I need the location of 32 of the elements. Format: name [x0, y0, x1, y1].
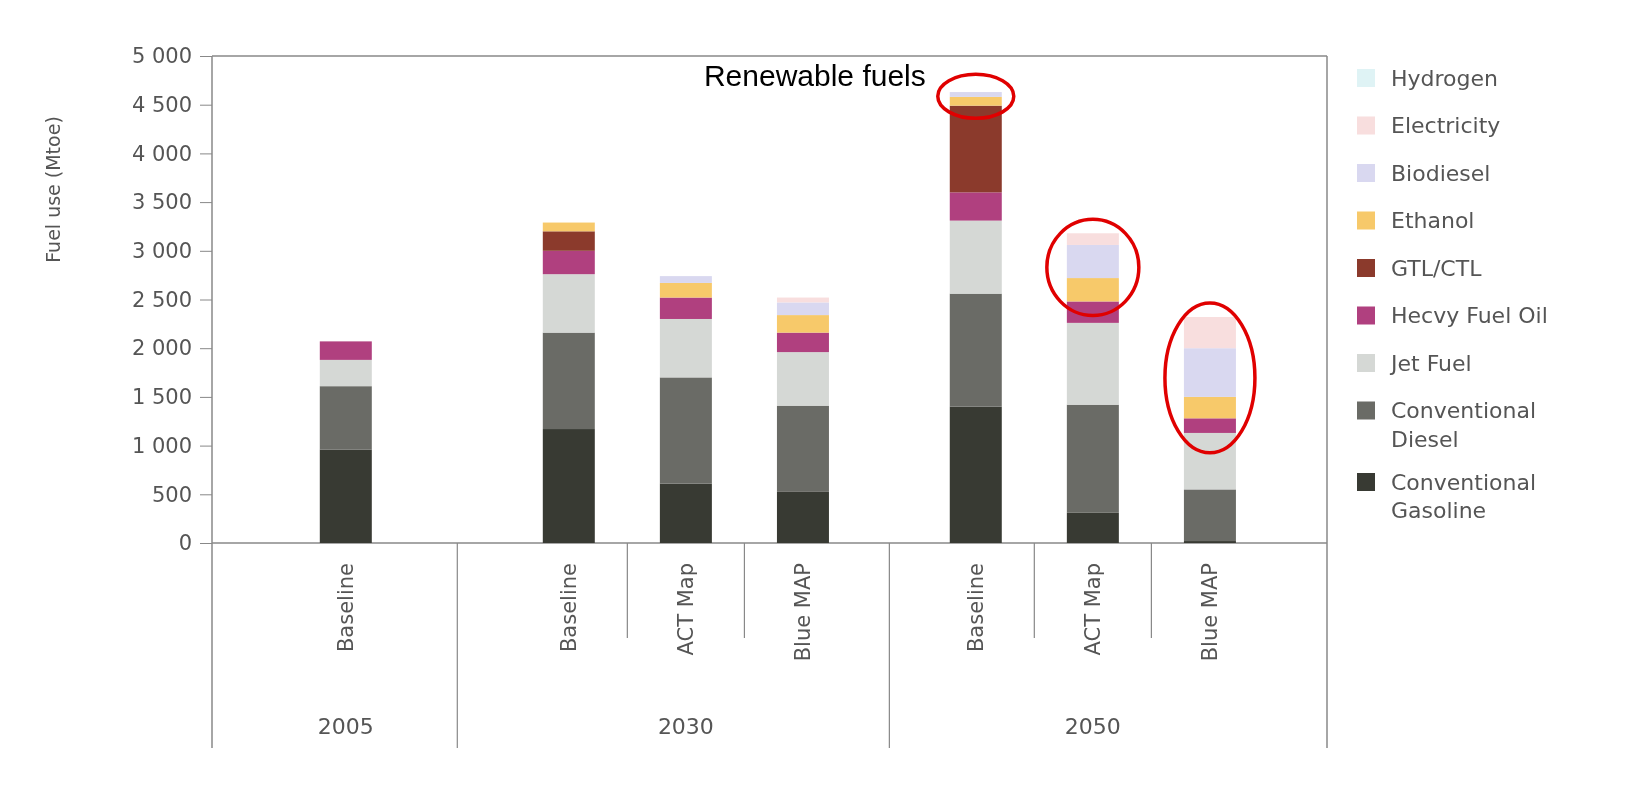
y-tick-label: 3 500 — [131, 190, 192, 215]
y-tick-label: 4 000 — [131, 141, 192, 166]
y-tick-label: 1 500 — [131, 385, 192, 410]
x-tick-label: Baseline — [964, 563, 989, 653]
y-tick-label: 1 000 — [131, 433, 192, 458]
legend-label: Electricity — [1391, 113, 1501, 139]
legend-label: GTL/CTL — [1391, 255, 1483, 281]
y-tick-label: 3 000 — [131, 239, 192, 264]
y-tick-label: 4 500 — [131, 92, 192, 117]
x-tick-label: Baseline — [334, 563, 359, 653]
legend-label: Ethanol — [1391, 208, 1475, 234]
y-axis-title: Fuel use (Mtoe) — [42, 116, 64, 263]
legend-label: Biodiesel — [1391, 160, 1491, 186]
annotation: Renewable fuels — [703, 59, 926, 93]
y-tick-label: 2 500 — [131, 287, 192, 312]
legend-label: Hydrogen — [1391, 65, 1498, 91]
legend-label: Hecvy Fuel Oil — [1391, 303, 1548, 329]
legend-label: Jet Fuel — [1389, 350, 1472, 376]
y-tick-label: 2 000 — [131, 336, 192, 361]
y-tick-label: 500 — [151, 482, 192, 507]
text: 2050 — [1064, 714, 1121, 739]
x-tick-label: Blue MAP — [1198, 563, 1223, 662]
x-tick-label: Blue MAP — [791, 563, 816, 662]
y-tick-label: 0 — [178, 531, 192, 556]
x-tick-label: Baseline — [557, 563, 582, 653]
legend-label: Conventional Diesel — [1391, 398, 1536, 452]
legend-label: Conventional Gasoline — [1391, 469, 1536, 524]
y-tick-label: 5 000 — [131, 44, 192, 69]
x-tick-label: ACT Map — [674, 563, 699, 656]
x-tick-label: ACT Map — [1081, 563, 1106, 656]
text: 2030 — [657, 714, 714, 739]
text: 2005 — [317, 714, 374, 739]
